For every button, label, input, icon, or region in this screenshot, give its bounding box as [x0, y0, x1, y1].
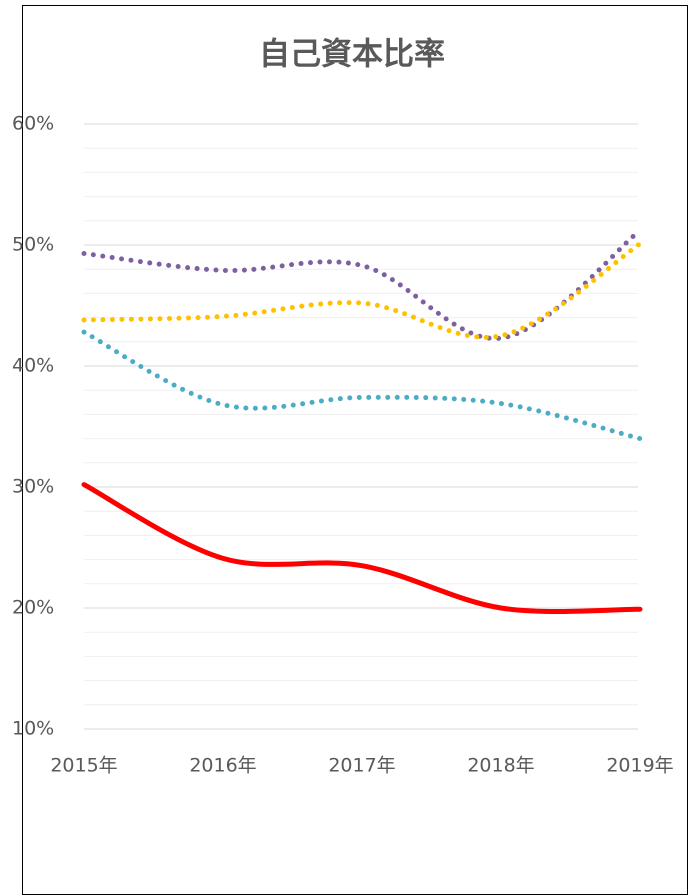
x-tick-label: 2018年	[467, 755, 534, 777]
x-tick-label: 2015年	[50, 755, 117, 777]
series-line	[81, 241, 643, 340]
y-tick-label: 50%	[12, 234, 54, 256]
y-tick-label: 40%	[12, 355, 54, 377]
x-tick-label: 2017年	[328, 755, 395, 777]
x-tick-label: 2019年	[606, 755, 673, 777]
series-line	[81, 329, 643, 442]
y-tick-label: 10%	[12, 718, 54, 740]
series-line	[81, 482, 643, 614]
y-tick-label: 30%	[12, 476, 54, 498]
chart-title: 自己資本比率	[259, 37, 445, 73]
y-tick-label: 20%	[12, 597, 54, 619]
chart-frame	[22, 5, 688, 895]
y-tick-label: 60%	[12, 113, 54, 135]
x-tick-label: 2016年	[189, 755, 256, 777]
